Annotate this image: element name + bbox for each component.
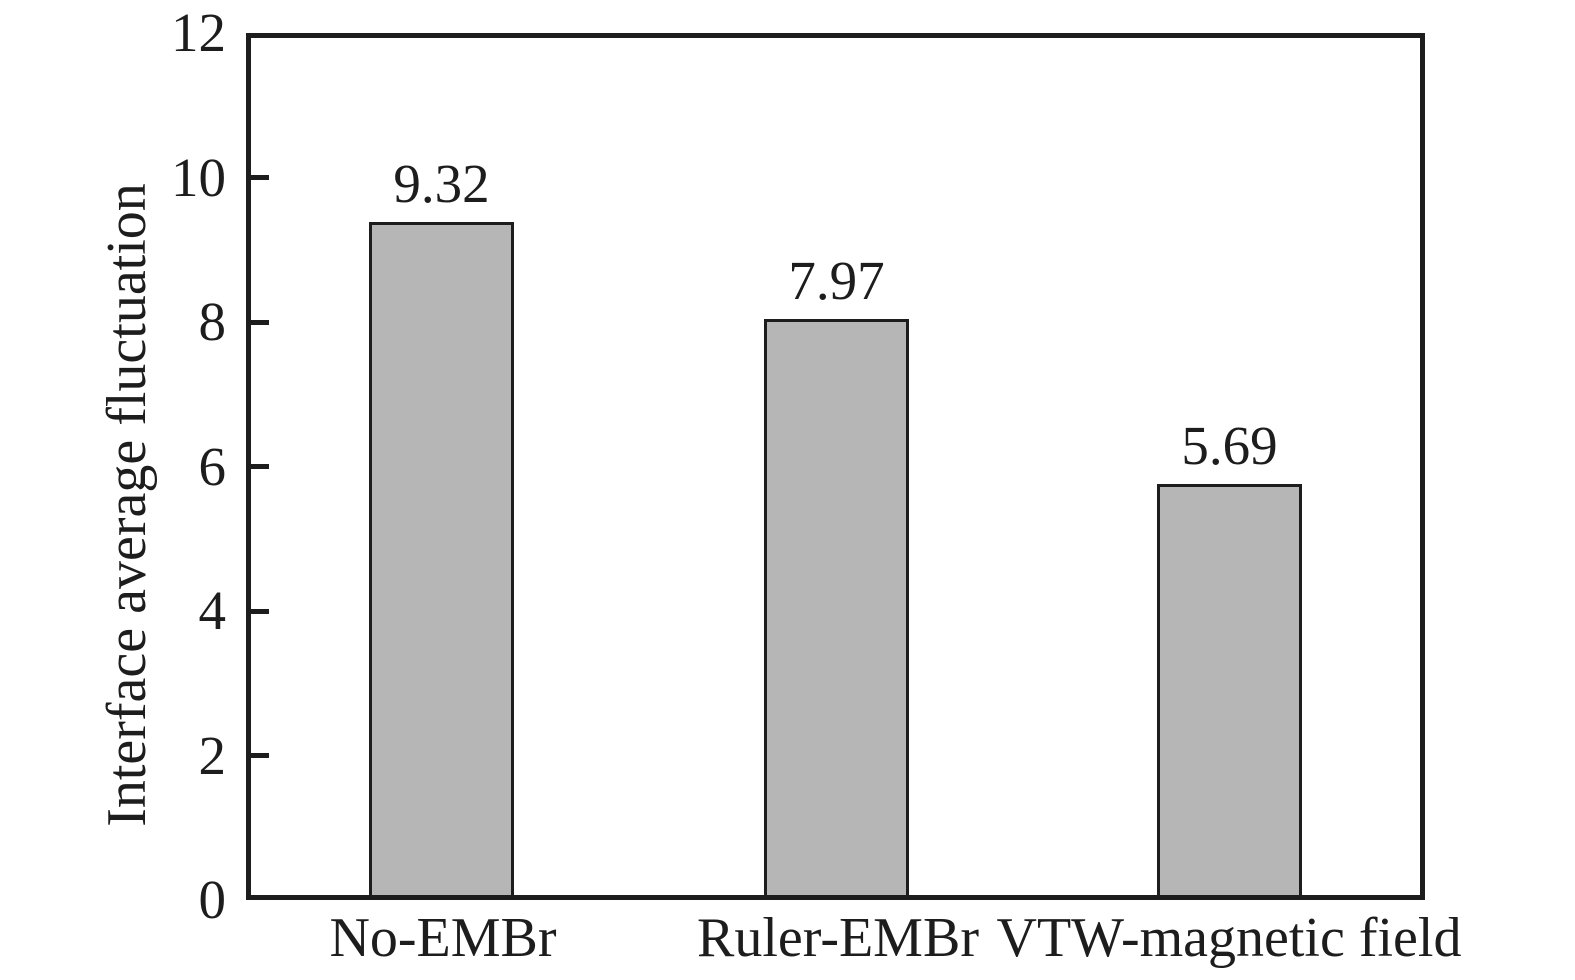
bar-value-label-ruler-embr: 7.97 <box>788 250 885 311</box>
plot-area: 9.32 7.97 5.69 <box>246 33 1425 900</box>
y-tick-mark <box>251 175 269 180</box>
bar-ruler-embr <box>764 319 909 895</box>
bar-no-embr <box>369 222 514 895</box>
y-tick-label-6: 6 <box>198 436 227 497</box>
x-category-label-vtw-magnetic-field: VTW-magnetic field <box>996 907 1462 969</box>
y-tick-mark <box>251 753 269 758</box>
x-category-label-no-embr: No-EMBr <box>329 907 557 969</box>
y-tick-label-4: 4 <box>198 580 227 641</box>
x-category-label-ruler-embr: Ruler-EMBr <box>697 907 979 969</box>
y-tick-label-12: 12 <box>171 2 226 63</box>
y-tick-label-8: 8 <box>198 291 227 352</box>
y-tick-label-10: 10 <box>171 147 226 208</box>
y-tick-mark <box>251 464 269 469</box>
bar-vtw-magnetic-field <box>1157 484 1302 895</box>
y-tick-label-0: 0 <box>198 869 227 930</box>
y-tick-label-2: 2 <box>198 725 227 786</box>
y-tick-mark <box>251 609 269 614</box>
bar-value-label-no-embr: 9.32 <box>393 153 490 214</box>
y-tick-mark <box>251 320 269 325</box>
bar-value-label-vtw-magnetic-field: 5.69 <box>1181 415 1278 476</box>
